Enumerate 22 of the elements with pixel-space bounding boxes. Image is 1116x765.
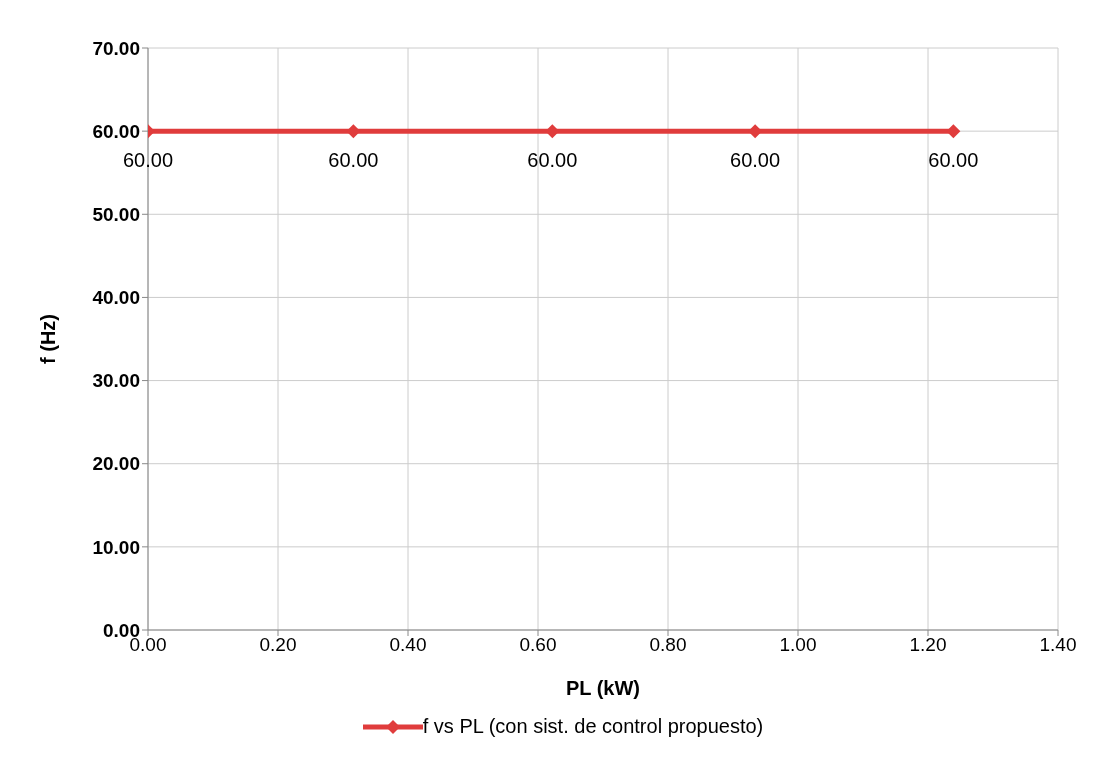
y-tick-label: 40.00: [92, 287, 140, 309]
y-tick-label: 50.00: [92, 204, 140, 226]
x-tick-label: 1.20: [909, 634, 947, 656]
y-axis-title: f (Hz): [37, 314, 60, 364]
legend-label: f vs PL (con sist. de control propuesto): [422, 715, 764, 738]
x-tick-label: 0.40: [389, 634, 427, 656]
data-label: 60.00: [730, 149, 781, 172]
x-tick-label: 1.40: [1039, 634, 1077, 656]
data-label: 60.00: [122, 149, 174, 172]
data-label: 60.00: [928, 149, 979, 172]
x-axis-title: PL (kW): [565, 677, 641, 699]
y-tick-label: 10.00: [92, 536, 140, 558]
y-tick-label: 20.00: [92, 453, 140, 475]
y-tick-label: 70.00: [92, 37, 140, 59]
x-tick-label: 0.20: [259, 634, 297, 656]
y-tick-label: 60.00: [92, 120, 140, 142]
data-label: 60.00: [328, 149, 379, 172]
x-tick-label: 0.80: [649, 634, 687, 656]
data-label: 60.00: [527, 149, 578, 172]
x-tick-label: 1.00: [779, 634, 817, 656]
x-tick-label: 0.60: [519, 634, 557, 656]
y-tick-label: 30.00: [92, 370, 140, 392]
